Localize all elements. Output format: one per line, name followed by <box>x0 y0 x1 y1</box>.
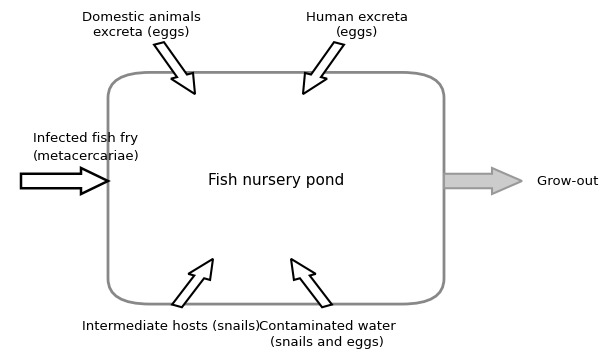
Text: Infected fish fry: Infected fish fry <box>33 132 138 145</box>
Text: Contaminated water: Contaminated water <box>259 320 395 333</box>
FancyBboxPatch shape <box>108 72 444 304</box>
Text: Grow-out pond: Grow-out pond <box>537 174 600 188</box>
Polygon shape <box>21 168 108 194</box>
Text: Fish nursery pond: Fish nursery pond <box>208 173 344 189</box>
Text: (snails and eggs): (snails and eggs) <box>270 336 384 349</box>
Text: (metacercariae): (metacercariae) <box>33 150 140 163</box>
Text: Domestic animals
excreta (eggs): Domestic animals excreta (eggs) <box>82 11 200 39</box>
Polygon shape <box>172 259 213 307</box>
Text: Intermediate hosts (snails): Intermediate hosts (snails) <box>82 320 260 333</box>
Polygon shape <box>303 42 344 94</box>
Polygon shape <box>154 42 195 94</box>
Text: Human excreta
(eggs): Human excreta (eggs) <box>306 11 408 39</box>
Polygon shape <box>444 168 522 194</box>
Polygon shape <box>291 259 332 307</box>
